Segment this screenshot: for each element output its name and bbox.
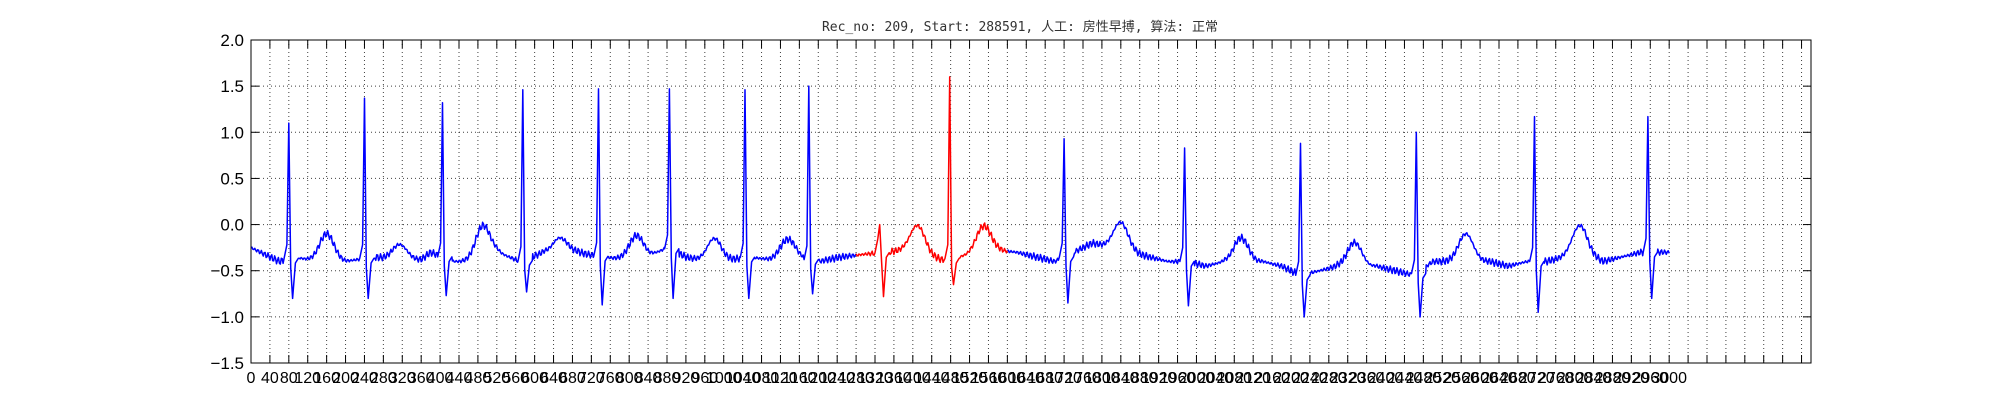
x-tick-label: 2800 [1557, 370, 1593, 387]
x-tick-label: 1800 [1084, 370, 1120, 387]
y-tick-label: 1.5 [220, 77, 244, 96]
y-tick-label: −0.5 [210, 262, 244, 281]
x-tick-label: 2320 [1330, 370, 1366, 387]
x-tick-label: 800 [616, 370, 643, 387]
x-tick-label: 320 [389, 370, 416, 387]
x-tick-label: 2120 [1235, 370, 1271, 387]
x-tick-label: 640 [540, 370, 567, 387]
x-tick-label: 2000 [1179, 370, 1215, 387]
x-tick-label: 2440 [1387, 370, 1423, 387]
x-axis: 0 40 8012016020024028032036040044048052056… [247, 40, 1803, 387]
x-tick-label: 2840 [1576, 370, 1612, 387]
x-tick-label: 920 [673, 370, 700, 387]
x-tick-label: 2280 [1311, 370, 1347, 387]
x-tick-label: 600 [521, 370, 548, 387]
x-tick-label: 2920 [1614, 370, 1650, 387]
x-tick-label: 1400 [895, 370, 931, 387]
x-tick-label: 2880 [1595, 370, 1631, 387]
x-tick-label: 1840 [1103, 370, 1139, 387]
x-tick-label: 0 [247, 370, 256, 387]
x-tick-label: 2200 [1273, 370, 1309, 387]
x-tick-label: 1360 [876, 370, 912, 387]
x-tick-label: 200 [332, 370, 359, 387]
x-tick-label: 2080 [1216, 370, 1252, 387]
x-tick-label: 1680 [1027, 370, 1063, 387]
x-tick-label: 2560 [1443, 370, 1479, 387]
x-tick-label: 2760 [1538, 370, 1574, 387]
y-tick-label: −1.0 [210, 308, 244, 327]
x-tick-label: 2240 [1292, 370, 1328, 387]
y-tick-label: 0.5 [220, 169, 244, 188]
x-tick-label: 3000 [1651, 370, 1687, 387]
x-tick-label: 1720 [1046, 370, 1082, 387]
x-tick-label: 160 [313, 370, 340, 387]
x-tick-label: 1960 [1160, 370, 1196, 387]
x-tick-label: 1160 [782, 370, 817, 387]
x-tick-label: 280 [370, 370, 397, 387]
x-tick-label: 2400 [1368, 370, 1404, 387]
x-tick-label: 2360 [1349, 370, 1385, 387]
ecg-trace-highlighted [855, 76, 1009, 298]
plot-area-frame [250, 39, 1812, 364]
ecg-trace-before [250, 85, 857, 306]
x-tick-label: 1200 [800, 370, 836, 387]
x-tick-label: 360 [408, 370, 435, 387]
x-tick-label: 1560 [971, 370, 1007, 387]
x-tick-label: 1000 [706, 370, 742, 387]
x-tick-label: 960 [691, 370, 718, 387]
x-tick-label: 1440 [914, 370, 950, 387]
x-tick-label: 1520 [952, 370, 988, 387]
chart-title: Rec_no: 209, Start: 288591, 人工: 房性早搏, 算法… [822, 19, 1218, 35]
x-tick-label: 1640 [1008, 370, 1044, 387]
x-tick-label: 1480 [933, 370, 969, 387]
x-tick-label: 240 [351, 370, 378, 387]
x-tick-label: 1600 [990, 370, 1026, 387]
x-tick-label: 840 [635, 370, 662, 387]
x-tick-label: 2520 [1424, 370, 1460, 387]
x-tick-label: 120 [294, 370, 321, 387]
x-tick-label: 1880 [1122, 370, 1158, 387]
x-tick-label: 2480 [1406, 370, 1442, 387]
x-tick-label: 440 [446, 370, 473, 387]
x-tick-label: 2600 [1462, 370, 1498, 387]
x-tick-label: 560 [502, 370, 529, 387]
x-tick-label: 1280 [838, 370, 874, 387]
x-tick-label: 400 [427, 370, 454, 387]
x-tick-label: 2160 [1254, 370, 1290, 387]
x-tick-label: 1080 [744, 370, 780, 387]
x-tick-label: 2640 [1481, 370, 1517, 387]
x-tick-label: 1040 [725, 370, 761, 387]
x-tick-label: 2960 [1632, 370, 1668, 387]
x-tick-label: 1320 [857, 370, 893, 387]
ecg-trace-after [1007, 115, 1670, 318]
x-tick-label: 80 [280, 370, 298, 387]
y-tick-label: 0.0 [220, 216, 244, 235]
x-tick-label: 1120 [763, 370, 798, 387]
y-tick-label: 1.0 [220, 123, 244, 142]
x-tick-label: 680 [559, 370, 586, 387]
x-tick-label: 720 [578, 370, 605, 387]
x-tick-label: 880 [654, 370, 681, 387]
x-tick-label: 2680 [1500, 370, 1536, 387]
y-tick-label: −1.5 [210, 354, 244, 373]
x-tick-label: 480 [465, 370, 492, 387]
x-tick-label: 1240 [819, 370, 855, 387]
grid-layer [250, 39, 1811, 364]
x-tick-label: 2040 [1198, 370, 1234, 387]
y-axis: −1.5 −1.0 −0.5 0.0 0.5 1.0 1.5 2.0 [210, 31, 1811, 373]
y-tick-label: 2.0 [220, 31, 244, 50]
signal-layer [250, 76, 1670, 318]
x-tick-label: 1920 [1141, 370, 1177, 387]
x-tick-label: 40 [261, 370, 279, 387]
x-tick-label: 760 [597, 370, 624, 387]
x-tick-label: 520 [483, 370, 510, 387]
x-tick-label: 1760 [1065, 370, 1101, 387]
x-tick-label: 2720 [1519, 370, 1555, 387]
